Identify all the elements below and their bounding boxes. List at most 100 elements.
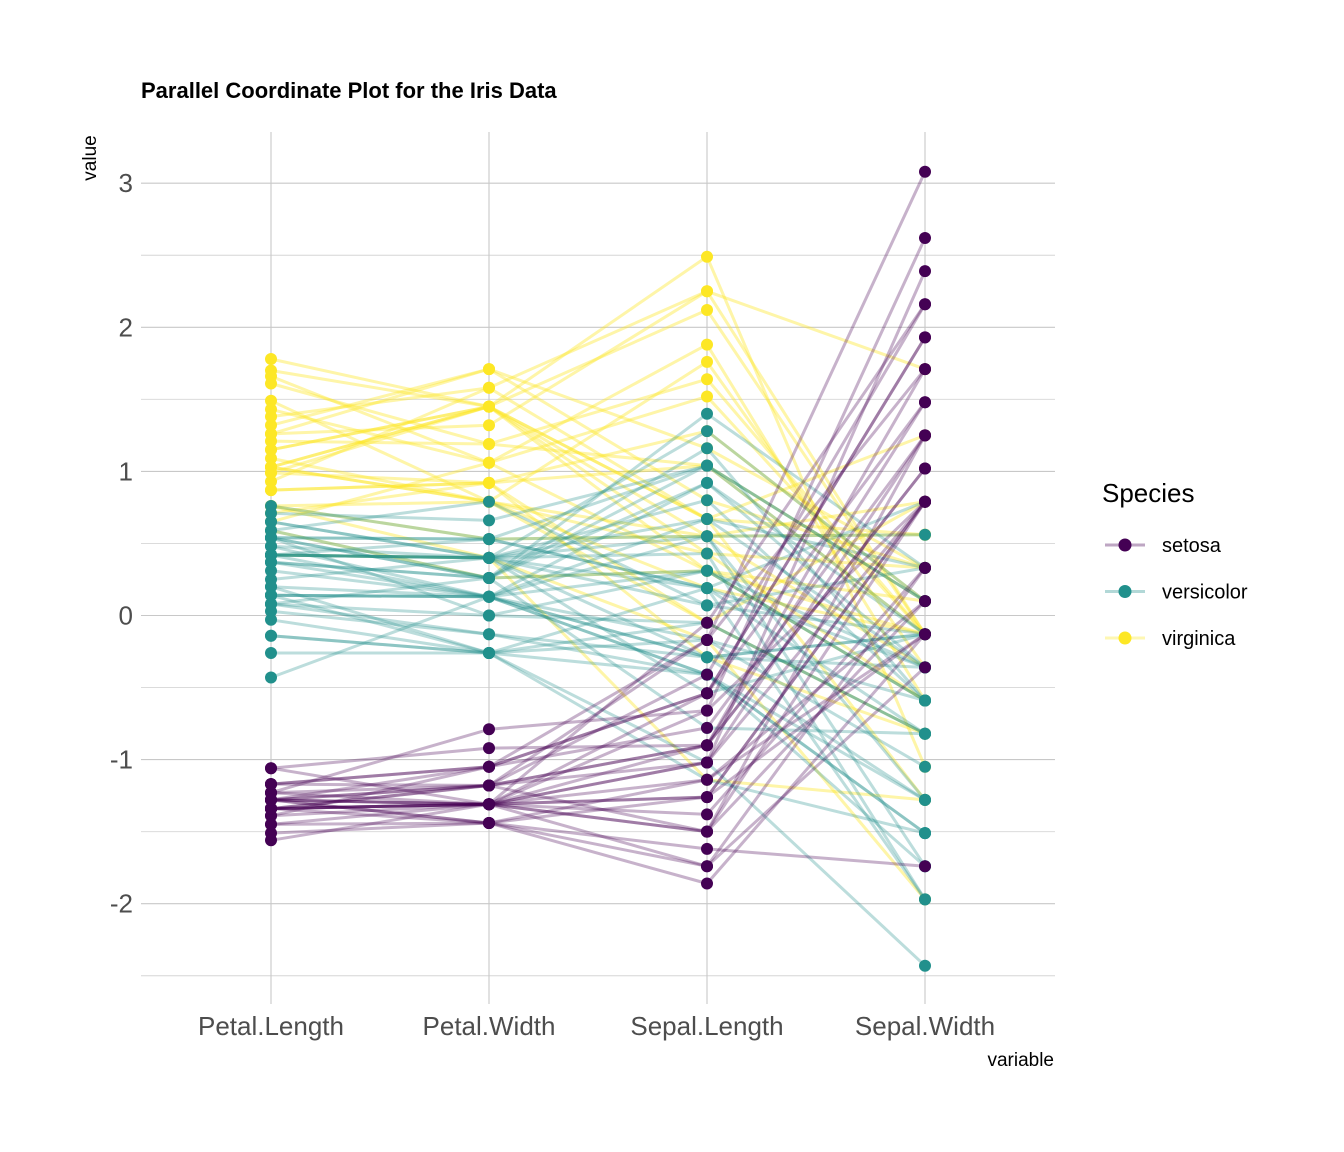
data-point-setosa: [265, 762, 277, 775]
data-point-virginica: [483, 476, 495, 489]
data-point-virginica: [265, 452, 277, 465]
series-line-setosa: [270, 336, 927, 818]
series-line-virginica: [270, 465, 926, 538]
series-line-setosa: [270, 500, 927, 795]
series-line-versicolor: [270, 585, 926, 659]
series-line-setosa: [270, 500, 927, 834]
series-line-versicolor: [270, 536, 926, 669]
series-line-setosa: [270, 401, 927, 806]
data-point-versicolor: [701, 494, 713, 507]
legend-key-dot: [1118, 585, 1132, 598]
data-point-setosa: [701, 739, 713, 752]
series-line-versicolor: [270, 553, 926, 695]
series-line-versicolor: [270, 481, 926, 636]
data-point-setosa: [701, 668, 713, 681]
series-line-versicolor: [270, 533, 926, 541]
series-line-versicolor: [270, 463, 926, 603]
series-line-versicolor: [270, 446, 927, 702]
series-line-setosa: [270, 434, 927, 811]
data-point-setosa: [265, 793, 277, 806]
series-line-setosa: [270, 237, 927, 811]
x-tick-label: Petal.Length: [198, 1011, 344, 1041]
series-line-versicolor: [270, 498, 927, 702]
series-line-virginica: [270, 386, 926, 521]
series-line-virginica: [270, 465, 926, 736]
series-line-setosa: [270, 434, 927, 842]
data-point-setosa: [919, 265, 931, 278]
data-point-versicolor: [919, 694, 931, 707]
data-point-versicolor: [265, 647, 277, 659]
series-line-virginica: [270, 461, 926, 603]
series-line-versicolor: [270, 429, 926, 603]
data-point-setosa: [701, 808, 713, 821]
series-line-versicolor: [270, 553, 926, 659]
series-line-virginica: [270, 394, 927, 636]
legend-label-virginica: virginica: [1162, 628, 1236, 650]
series-line-versicolor: [270, 517, 926, 570]
data-point-virginica: [483, 363, 495, 376]
legend-key-dot: [1118, 631, 1132, 645]
series-line-setosa: [270, 566, 927, 818]
data-point-virginica: [265, 427, 277, 440]
data-point-setosa: [265, 802, 277, 815]
series-line-virginica: [270, 404, 926, 636]
data-point-virginica: [701, 390, 713, 403]
series-lines: [270, 171, 927, 967]
series-line-virginica: [270, 481, 926, 625]
data-point-virginica: [265, 466, 277, 479]
data-point-setosa: [919, 363, 931, 376]
data-point-versicolor: [701, 599, 713, 612]
series-line-virginica: [270, 429, 926, 603]
data-point-virginica: [265, 443, 277, 456]
data-point-setosa: [701, 634, 713, 646]
series-line-versicolor: [270, 595, 926, 679]
series-line-versicolor: [270, 463, 926, 603]
data-point-setosa: [701, 860, 713, 873]
data-point-versicolor: [701, 407, 713, 420]
data-point-versicolor: [919, 760, 931, 773]
data-point-setosa: [701, 687, 713, 700]
data-point-virginica: [701, 373, 713, 386]
series-line-virginica: [270, 404, 926, 570]
data-point-virginica: [265, 484, 277, 497]
series-line-virginica: [270, 481, 926, 736]
series-line-versicolor: [270, 551, 927, 901]
data-point-virginica: [483, 438, 495, 450]
legend-label-versicolor: versicolor: [1162, 582, 1248, 604]
data-point-setosa: [919, 165, 931, 178]
data-point-virginica: [701, 304, 713, 316]
data-point-setosa: [919, 396, 931, 409]
data-point-versicolor: [483, 628, 495, 641]
series-line-setosa: [270, 303, 927, 802]
data-point-versicolor: [701, 547, 713, 560]
data-point-setosa: [701, 773, 713, 786]
y-tick-label: -2: [110, 889, 133, 919]
series-line-virginica: [270, 342, 927, 702]
series-line-setosa: [270, 401, 927, 770]
y-tick-label: 2: [119, 312, 133, 342]
data-point-setosa: [919, 429, 931, 442]
series-line-setosa: [270, 567, 927, 868]
series-line-setosa: [270, 600, 927, 834]
series-line-setosa: [270, 368, 927, 788]
data-point-setosa: [265, 818, 277, 831]
data-point-setosa: [919, 298, 931, 311]
data-point-virginica: [701, 355, 713, 368]
data-point-versicolor: [483, 572, 495, 584]
data-point-setosa: [701, 756, 713, 769]
series-line-versicolor: [270, 411, 926, 580]
series-line-virginica: [270, 369, 926, 538]
data-point-setosa: [483, 779, 495, 792]
data-point-virginica: [701, 250, 713, 263]
series-line-versicolor: [270, 576, 926, 736]
data-point-setosa: [701, 721, 713, 734]
data-point-setosa: [919, 462, 931, 475]
data-point-setosa: [701, 877, 713, 890]
series-line-versicolor: [270, 556, 926, 636]
y-axis-title: value: [80, 135, 101, 180]
data-point-setosa: [483, 742, 495, 755]
series-line-setosa: [270, 368, 927, 802]
series-line-versicolor: [271, 651, 926, 835]
series-line-versicolor: [270, 500, 926, 607]
series-line-setosa: [270, 632, 926, 811]
